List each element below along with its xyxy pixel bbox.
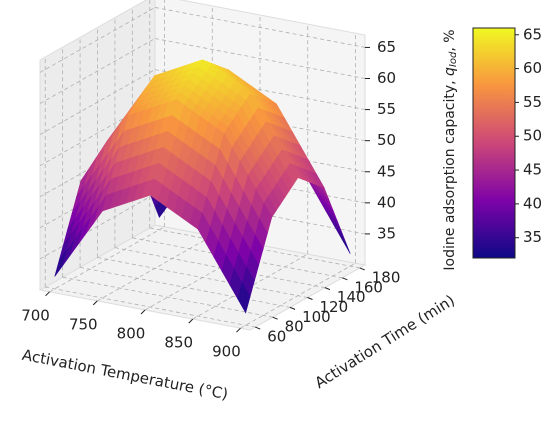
grid-line (45, 286, 256, 328)
x-tick (45, 291, 50, 297)
colorbar-tick-label: 45 (523, 161, 542, 179)
y-tick-label: 160 (354, 278, 383, 296)
colorbar-tick-label: 60 (523, 59, 542, 77)
grid-line (62, 276, 273, 318)
colorbar-tick-label: 40 (523, 194, 542, 212)
z-tick-label: 45 (377, 162, 396, 180)
grid-line (39, 193, 156, 260)
colorbar-label-unit: , % (442, 29, 458, 51)
z-tick-label: 65 (377, 38, 396, 56)
grid-line (154, 38, 366, 79)
y-tick-label: 120 (320, 298, 349, 316)
z-tick-label: 35 (377, 224, 396, 242)
y-tick-label: 140 (337, 288, 366, 306)
grid-line (39, 7, 156, 73)
colorbar-label: Iodine adsorption capacity, qIod, % (442, 29, 459, 270)
colorbar-label-text: Iodine adsorption capacity, (442, 76, 458, 271)
colorbar (472, 27, 516, 259)
grid-line (39, 100, 156, 167)
x-axis-label: Activation Temperature (°C) (21, 346, 230, 404)
z-tick-label: 60 (377, 69, 396, 87)
x-tick (188, 318, 194, 324)
colorbar-tick-label: 65 (523, 25, 542, 43)
grid-line (39, 38, 156, 104)
x-tick-label: 900 (212, 343, 241, 361)
surface-patch (237, 282, 251, 314)
colorbar-tick-label: 50 (523, 127, 542, 145)
colorbar-label-subscript: Iod (448, 51, 459, 67)
x-tick-label: 700 (21, 306, 50, 324)
y-tick (342, 277, 348, 281)
grid-line (80, 266, 291, 308)
grid-line (39, 69, 156, 135)
x-tick (92, 300, 98, 306)
grid-line (97, 257, 308, 298)
y-tick-label: 100 (302, 308, 331, 326)
z-tick-label: 50 (377, 131, 396, 149)
surface (54, 59, 351, 314)
z-tick-label: 55 (377, 100, 396, 118)
y-tick (324, 287, 331, 291)
x-tick (236, 327, 241, 333)
y-tick-label: 180 (372, 268, 401, 286)
x-tick-label: 750 (69, 315, 98, 333)
grid-line (154, 7, 366, 48)
x-tick-label: 800 (117, 325, 146, 343)
y-tick (359, 267, 365, 271)
x-tick (140, 309, 146, 315)
z-tick-label: 40 (377, 193, 396, 211)
y-tick (255, 326, 261, 330)
y-tick-label: 80 (285, 318, 304, 336)
colorbar-tick-label: 55 (523, 93, 542, 111)
y-tick (307, 297, 313, 300)
y-tick-label: 60 (267, 328, 286, 346)
y-tick (289, 306, 296, 310)
colorbar-tick-label: 35 (523, 228, 542, 246)
colorbar-label-symbol: q (442, 67, 458, 76)
y-tick (272, 316, 278, 320)
x-tick-label: 850 (164, 334, 193, 352)
